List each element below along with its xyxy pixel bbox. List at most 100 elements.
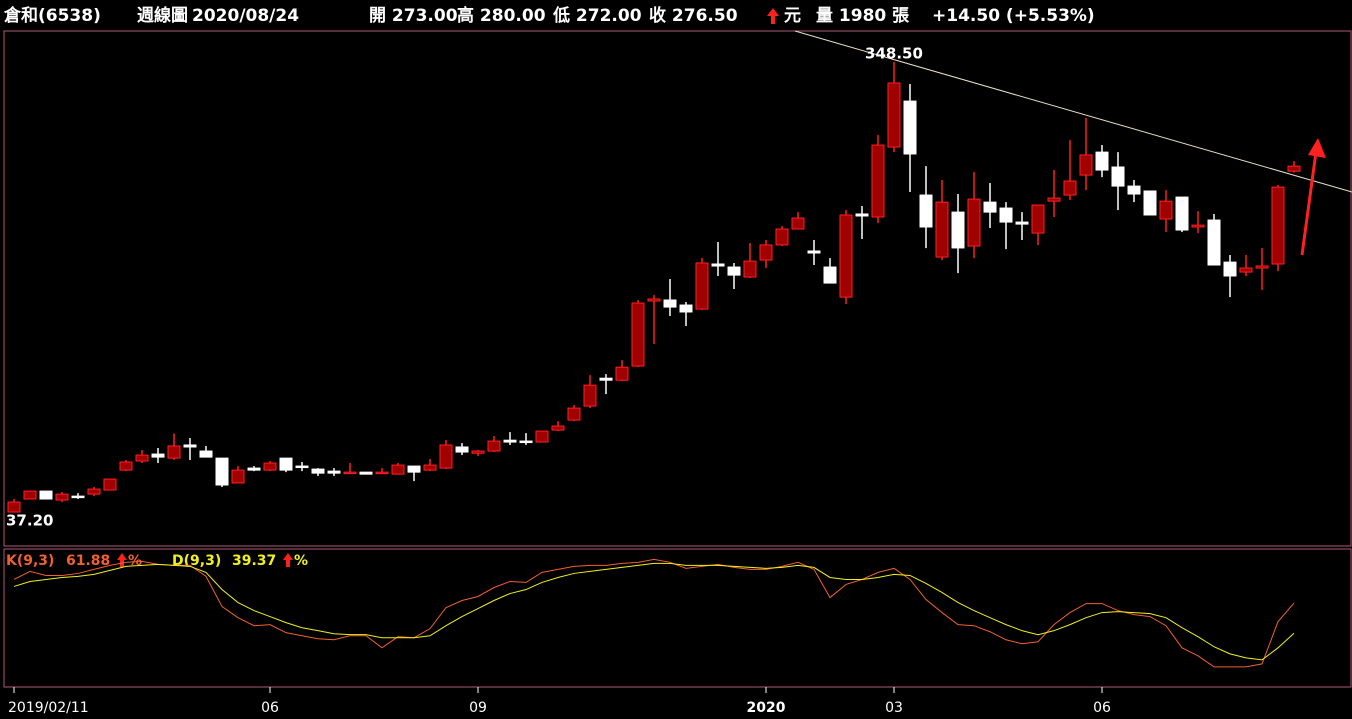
candle-body <box>1031 204 1045 234</box>
candle-body <box>375 471 389 475</box>
kd-line <box>13 558 1295 668</box>
candle-body <box>647 298 661 302</box>
x-tick-label: 2020 <box>747 700 786 716</box>
candle-body <box>247 467 261 471</box>
candle-body <box>1095 151 1109 171</box>
x-tick-label: 06 <box>1093 700 1111 716</box>
candle-body <box>7 501 21 513</box>
candle-body <box>583 384 597 407</box>
candle-body <box>215 457 229 486</box>
k-name: K(9,3) <box>6 553 54 569</box>
candle-body <box>167 445 181 459</box>
candle-body <box>1047 197 1061 202</box>
candle-body <box>311 468 325 474</box>
candle-body <box>407 465 421 473</box>
d-name: D(9,3) <box>172 553 221 569</box>
candle-body <box>935 201 949 258</box>
candle-body <box>1159 200 1173 220</box>
candle-body <box>423 464 437 471</box>
candle-body <box>711 263 725 267</box>
red-arrow <box>1300 138 1326 256</box>
candle-body <box>871 144 885 218</box>
candle-body <box>999 207 1013 223</box>
candle-body <box>327 470 341 474</box>
candle-body <box>1207 219 1221 266</box>
candle-body <box>71 495 85 499</box>
candle-body <box>1271 186 1285 265</box>
candle-body <box>551 425 565 431</box>
candle-body <box>1079 154 1093 176</box>
candle-body <box>983 201 997 213</box>
candle-body <box>119 461 133 471</box>
kd-legend: K(9,3) 61.88 % D(9,3) 39.37 % <box>6 553 308 569</box>
high-annotation: 348.50 <box>865 45 923 63</box>
candle-body <box>823 266 837 284</box>
change: +14.50 (+5.53%) <box>932 6 1095 26</box>
candle-body <box>1239 267 1253 273</box>
candle-body <box>487 440 501 452</box>
candle-body <box>743 260 757 278</box>
x-tick-label: 09 <box>469 700 487 716</box>
candle-body <box>439 444 453 469</box>
candle-body <box>343 471 357 475</box>
candle-body <box>1111 166 1125 187</box>
price-frame <box>3 30 1352 547</box>
unit: 元 <box>784 6 801 26</box>
candle-body <box>183 444 197 448</box>
candle-body <box>151 453 165 458</box>
candle-body <box>807 250 821 254</box>
high-text: 高 280.00 <box>457 5 546 26</box>
candle-body <box>199 450 213 458</box>
candle-body <box>1127 185 1141 195</box>
volume: 量 1980 張 <box>816 5 910 26</box>
candle-body <box>263 462 277 471</box>
trend-line <box>794 30 1352 193</box>
candle-body <box>567 407 581 421</box>
candle-body <box>103 478 117 491</box>
candle-body <box>519 440 533 444</box>
candle-body <box>1287 165 1301 172</box>
candle-body <box>1143 190 1157 216</box>
candle-body <box>231 469 245 484</box>
candle-body <box>391 464 405 475</box>
candle-body <box>919 194 933 228</box>
candle-body <box>951 211 965 249</box>
candle-body <box>1175 196 1189 231</box>
candle-body <box>1223 261 1237 277</box>
candle-body <box>535 430 549 443</box>
candle-body <box>135 454 149 462</box>
candle-body <box>87 488 101 495</box>
d-value: 39.37 <box>232 553 276 569</box>
candle-body <box>1255 265 1269 269</box>
close-text: 收 276.50 <box>649 5 738 26</box>
candle-body <box>775 228 789 246</box>
candle-body <box>903 100 917 155</box>
d-arrow <box>283 553 293 567</box>
candle-body <box>279 457 293 471</box>
candle-body <box>967 198 981 247</box>
low-text: 低 272.00 <box>552 5 642 26</box>
candle-body <box>55 493 69 501</box>
candle-body <box>855 213 869 217</box>
date: 2020/08/24 <box>192 6 299 26</box>
kd-frame <box>3 548 1352 688</box>
candle-body <box>887 82 901 148</box>
period: 週線圖 <box>137 5 188 26</box>
candle-body <box>759 244 773 261</box>
k-value: 61.88 <box>66 553 110 569</box>
candle-body <box>503 439 517 443</box>
open-text: 開 273.00 <box>369 6 458 26</box>
candle-body <box>39 490 53 500</box>
candle-body <box>455 446 469 453</box>
k-unit: % <box>128 553 142 569</box>
candle-body <box>23 490 37 500</box>
candle-body <box>471 450 485 454</box>
x-tick-label: 2019/02/11 <box>8 700 89 716</box>
candle-body <box>663 299 677 308</box>
candle-body <box>1063 180 1077 196</box>
kd-line <box>13 562 1295 661</box>
candle-body <box>359 471 373 475</box>
candle-body <box>791 217 805 230</box>
candle-body <box>695 262 709 310</box>
